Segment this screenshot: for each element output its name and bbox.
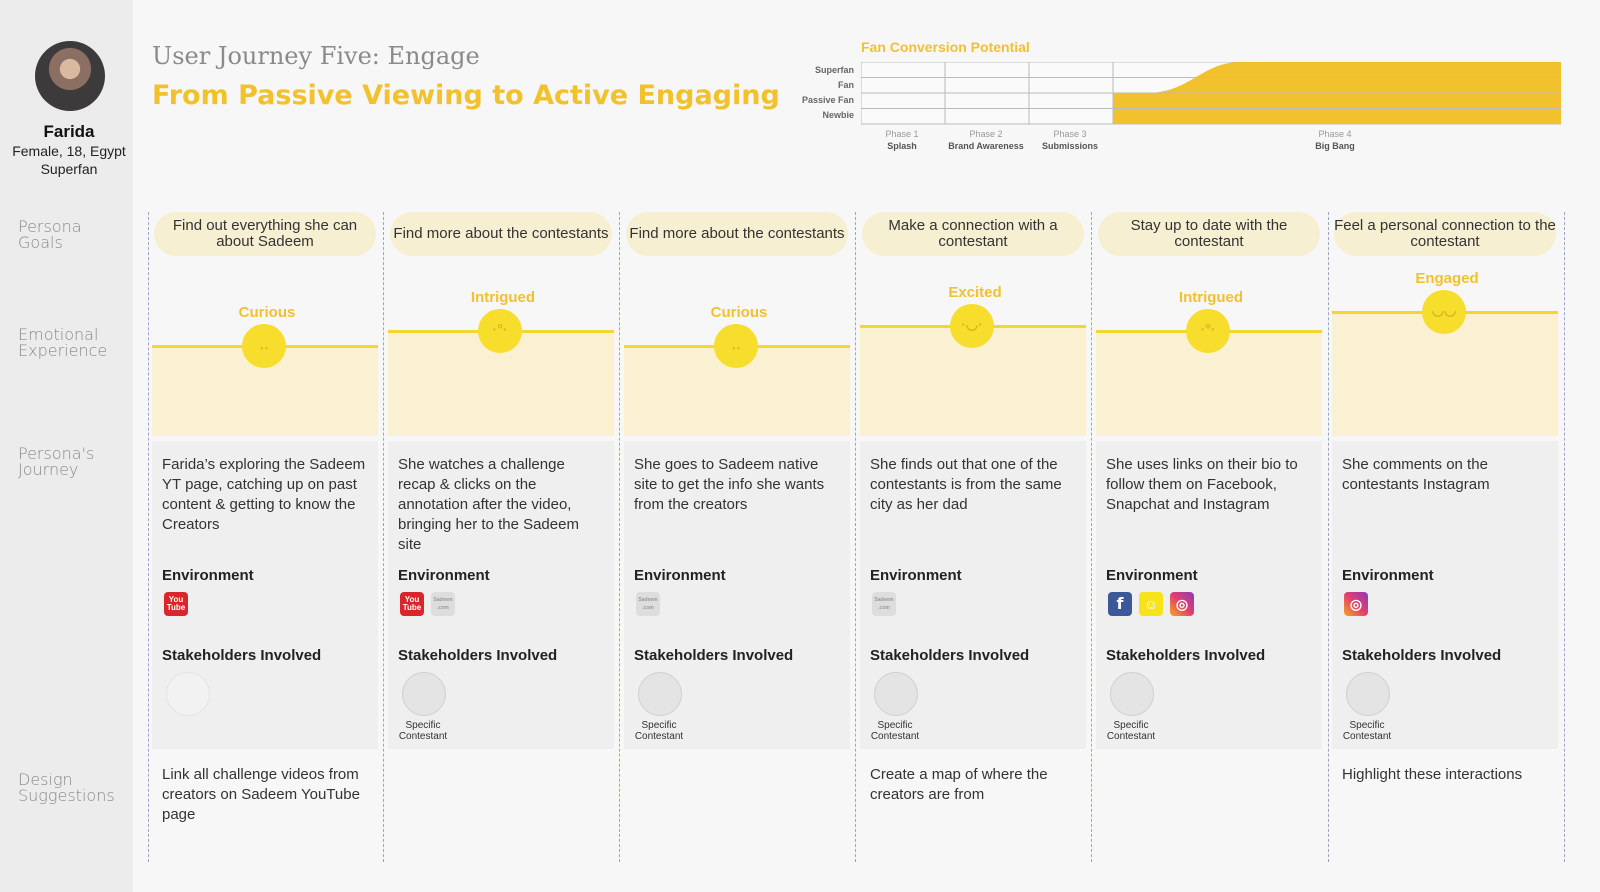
stakeholder-avatar	[1346, 672, 1390, 716]
stage-label-fan: Fan	[837, 80, 854, 90]
stakeholder-name: Specific Contestant	[1106, 720, 1156, 742]
persona-type: Superfan	[40, 161, 98, 177]
journey-text: She goes to Sadeem native site to get th…	[634, 456, 825, 513]
emotion-label: Excited	[948, 284, 1002, 302]
journey-text: She watches a challenge recap & clicks o…	[398, 456, 579, 553]
face-features: ‥	[259, 335, 269, 352]
phase-1-label: Phase 1 Splash	[885, 129, 919, 151]
row-label-emotion: Emotional Experience	[18, 325, 108, 360]
column-divider	[148, 212, 149, 862]
phase-2-label: Phase 2 Brand Awareness	[948, 129, 1024, 151]
stakeholder-avatar	[874, 672, 918, 716]
environment-heading: Environment	[870, 567, 962, 584]
column-divider	[1091, 212, 1092, 862]
journey-title: From Passive Viewing to Active Engaging	[152, 80, 780, 111]
emotion-face-icon: ◡◡	[1422, 290, 1466, 334]
stakeholder-name: Specific Contestant	[398, 720, 448, 742]
environment-heading: Environment	[162, 567, 254, 584]
environment-heading: Environment	[398, 567, 490, 584]
emotion-face-icon: ‥	[714, 323, 758, 368]
stakeholder-name: Specific Contestant	[634, 720, 684, 742]
stakeholder-avatar	[1110, 672, 1154, 716]
row-label-goals: Persona Goals	[18, 217, 82, 252]
journey-subtitle: User Journey Five: Engage	[152, 42, 480, 70]
journey-text: She uses links on their bio to follow th…	[1106, 456, 1298, 513]
face-features: ·°·	[492, 321, 508, 338]
instagram-icon: ◎	[1170, 592, 1194, 616]
stakeholders-heading: Stakeholders Involved	[634, 647, 794, 664]
persona-goal: Find more about the contestants	[626, 212, 848, 256]
face-features: ·°·	[1200, 321, 1216, 338]
persona-name: Farida	[43, 122, 95, 141]
emotion-label: Curious	[238, 303, 296, 321]
stakeholder-name: Specific Contestant	[1342, 720, 1392, 742]
emotion-face-icon: ·°·	[1186, 309, 1230, 354]
stakeholder-name: Specific Contestant	[870, 720, 920, 742]
row-label-design: Design Suggestions	[18, 770, 115, 805]
persona-demographics: Female, 18, Egypt	[12, 143, 126, 159]
phase-3-label: Phase 3 Submissions	[1041, 129, 1098, 151]
youtube-icon: You Tube	[400, 592, 424, 616]
persona-goal: Stay up to date with the contestant	[1098, 212, 1320, 256]
persona-goal: Find out everything she can about Sadeem	[154, 212, 376, 256]
facebook-icon: f	[1108, 592, 1132, 616]
snapchat-icon: ☺	[1139, 592, 1163, 616]
emotion-label: Intrigued	[1178, 289, 1244, 307]
stakeholders-heading: Stakeholders Involved	[870, 647, 1030, 664]
emotion-label: Intrigued	[470, 289, 536, 307]
persona-goal: Feel a personal connection to the contes…	[1334, 212, 1556, 256]
sadeem-site-icon: Sadeem .com	[872, 592, 896, 616]
journey-text: She finds out that one of the contestant…	[870, 456, 1062, 513]
emotion-label: Engaged	[1415, 270, 1479, 287]
emotion-face-icon: ‥	[242, 323, 286, 368]
persona-goal: Make a connection with a contestant	[862, 212, 1084, 256]
stakeholders-heading: Stakeholders Involved	[1106, 647, 1266, 664]
stakeholders-heading: Stakeholders Involved	[1342, 647, 1502, 664]
environment-heading: Environment	[1106, 567, 1198, 584]
column-divider	[1328, 212, 1329, 862]
stakeholder-avatar	[402, 672, 446, 716]
sadeem-site-icon: Sadeem .com	[636, 592, 660, 616]
design-suggestion: Link all challenge videos from creators …	[162, 766, 360, 823]
emotion-face-icon: ·°·	[478, 309, 522, 354]
stakeholders-heading: Stakeholders Involved	[162, 647, 322, 664]
sadeem-site-icon: Sadeem .com	[431, 592, 455, 616]
design-suggestion: Highlight these interactions	[1342, 766, 1523, 783]
persona-avatar	[35, 41, 105, 111]
instagram-icon: ◎	[1344, 592, 1368, 616]
design-suggestion: Create a map of where the creators are f…	[870, 766, 1048, 803]
stage-label-passive-fan: Passive Fan	[801, 95, 854, 105]
youtube-icon: You Tube	[164, 592, 188, 616]
phase-4-label: Phase 4 Big Bang	[1315, 129, 1355, 151]
face-features: ◡◡	[1431, 302, 1457, 318]
column-divider	[383, 212, 384, 862]
column-divider	[1564, 212, 1565, 862]
environment-heading: Environment	[634, 567, 726, 584]
column-divider	[855, 212, 856, 862]
stage-label-superfan: Superfan	[814, 65, 854, 75]
face-features: ·◡·	[961, 316, 983, 333]
stage-label-newbie: Newbie	[822, 110, 854, 120]
journey-text: She comments on the contestants Instagra…	[1342, 456, 1490, 493]
environment-heading: Environment	[1342, 567, 1434, 584]
persona-sidebar	[0, 0, 133, 892]
fan-chart	[861, 62, 1561, 125]
fan-chart-title: Fan Conversion Potential	[861, 39, 1030, 55]
stakeholder-placeholder	[166, 672, 210, 716]
face-features: ‥	[731, 335, 741, 352]
row-label-journey: Persona's Journey	[18, 444, 95, 479]
column-divider	[619, 212, 620, 862]
emotion-label: Curious	[710, 303, 768, 321]
stakeholders-heading: Stakeholders Involved	[398, 647, 558, 664]
persona-goal: Find more about the contestants	[390, 212, 612, 256]
emotion-face-icon: ·◡·	[950, 304, 994, 349]
stakeholder-avatar	[638, 672, 682, 716]
journey-text: Farida’s exploring the Sadeem YT page, c…	[162, 456, 366, 533]
